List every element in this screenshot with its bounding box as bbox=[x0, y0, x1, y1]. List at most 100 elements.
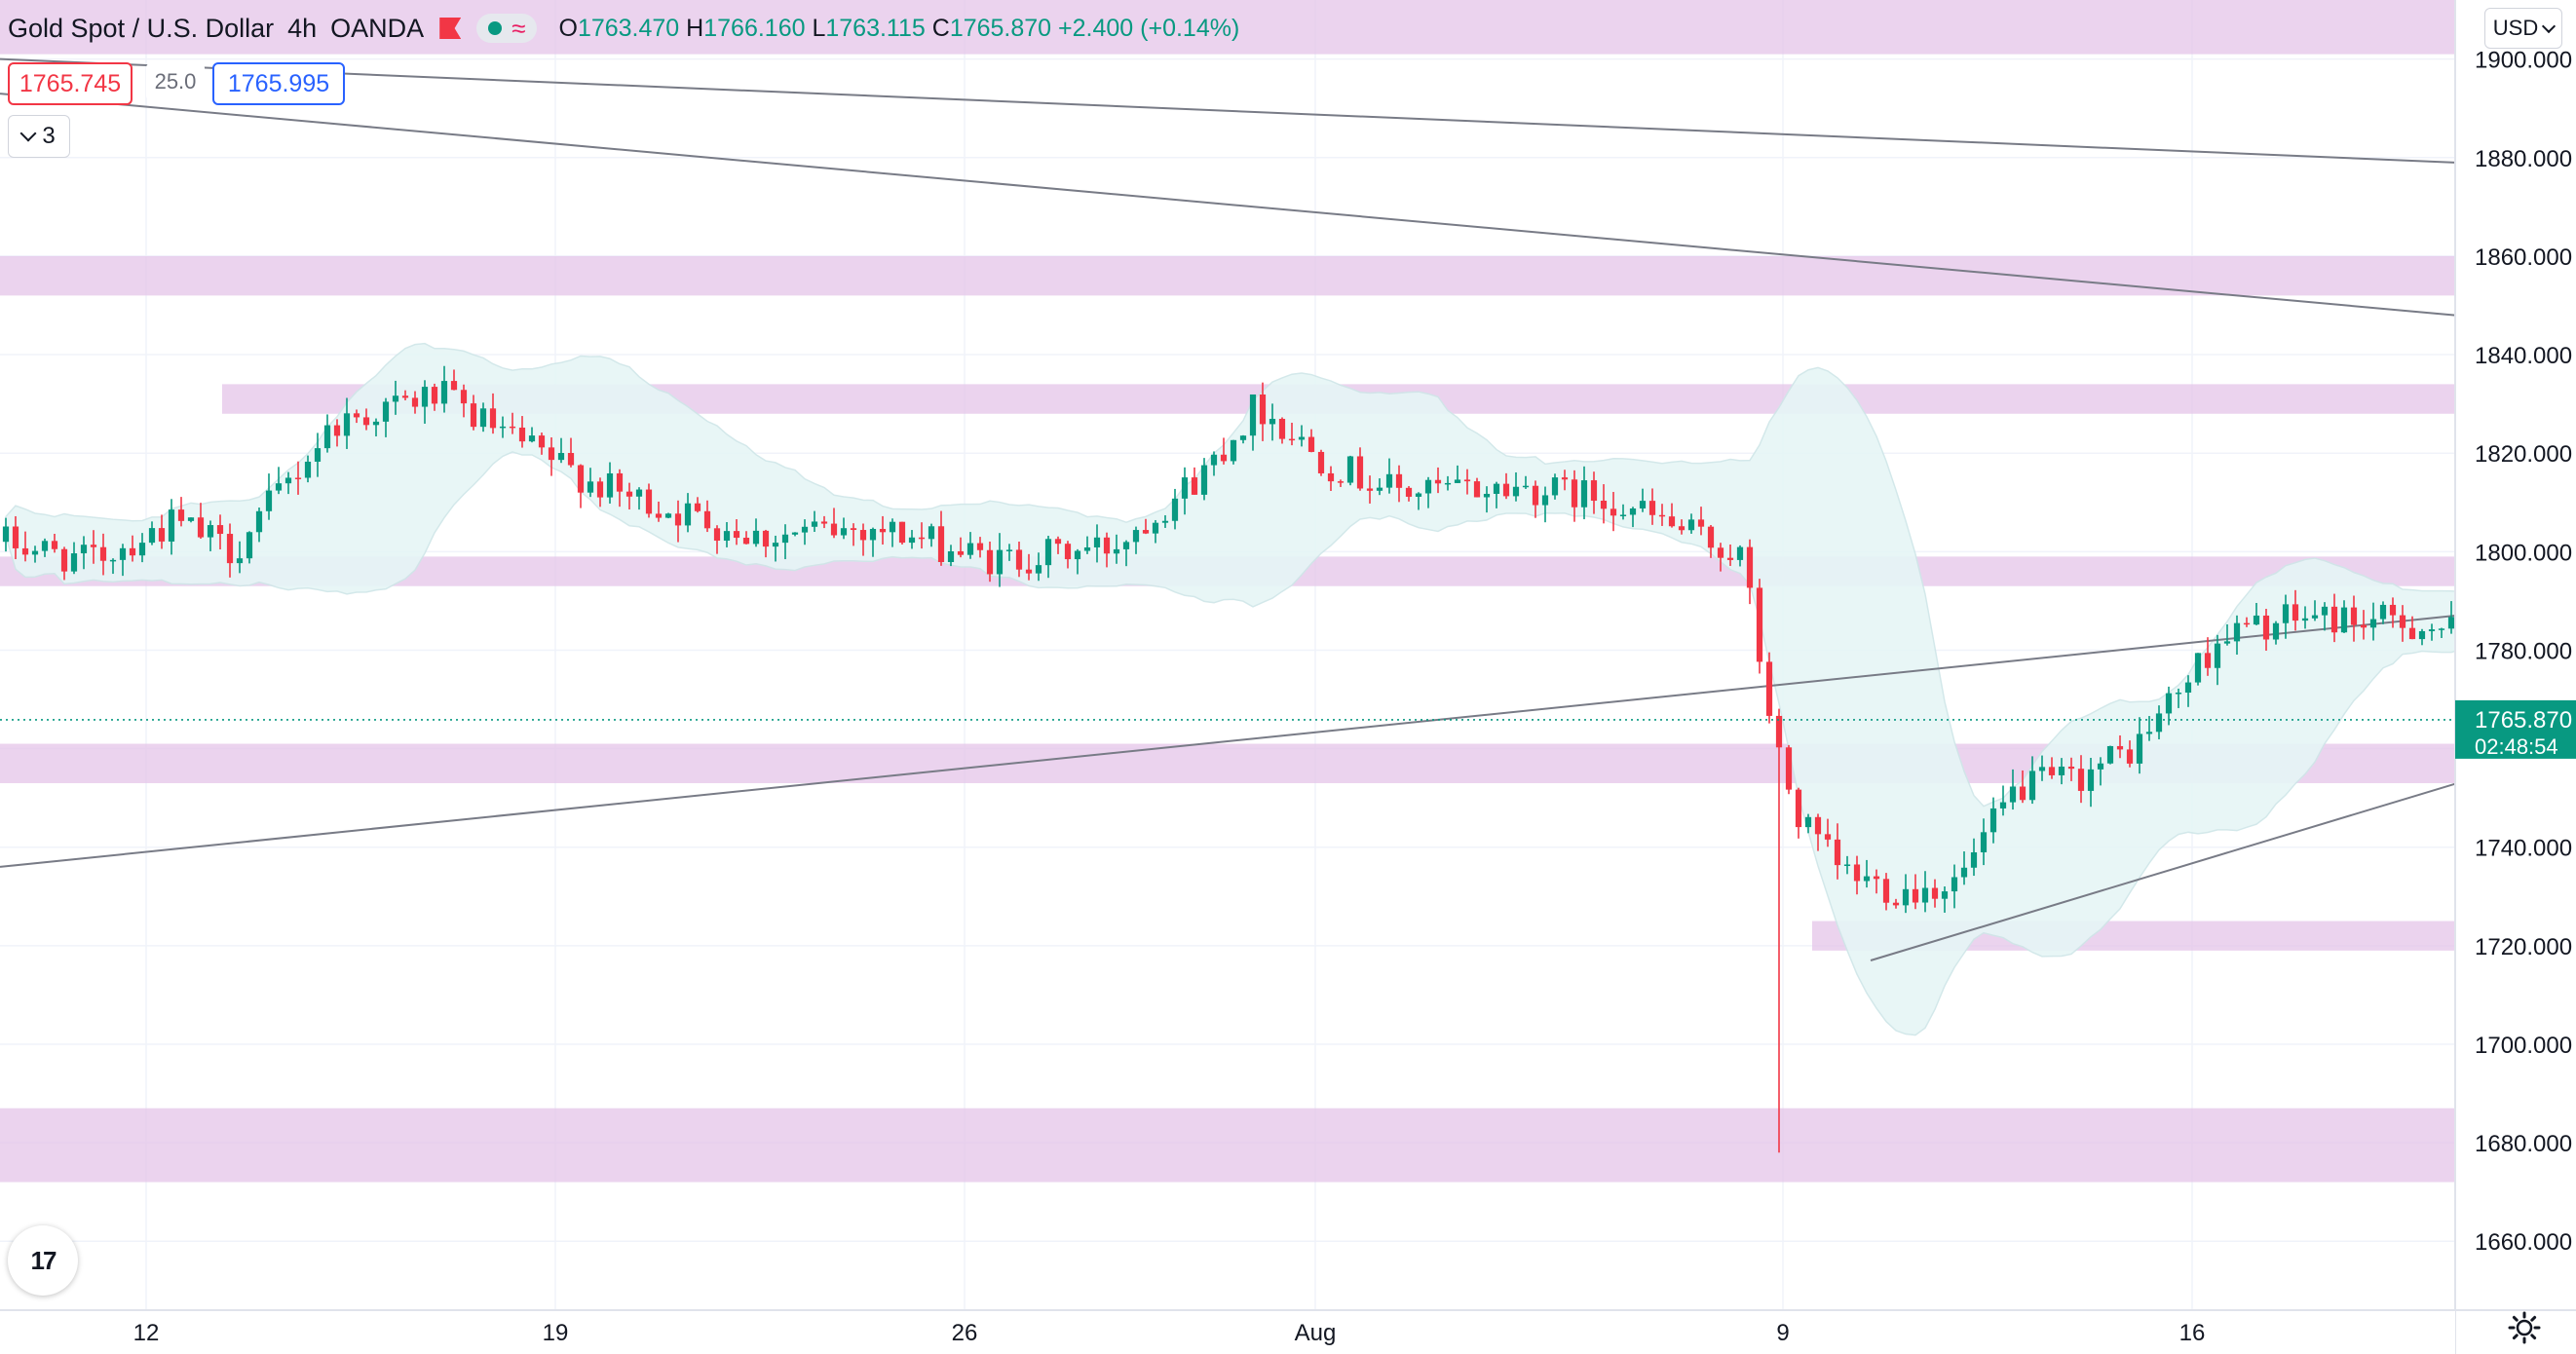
candle-body bbox=[2350, 607, 2358, 625]
candle bbox=[1191, 467, 1198, 495]
close-key: C bbox=[931, 14, 950, 42]
candle-body bbox=[2155, 713, 2163, 733]
candle-body bbox=[889, 521, 896, 533]
candle-body bbox=[2340, 607, 2348, 633]
candle-body bbox=[284, 477, 292, 484]
candle-body bbox=[1863, 876, 1871, 882]
candle-body bbox=[421, 387, 429, 407]
candle bbox=[109, 558, 117, 575]
candle-body bbox=[1269, 418, 1276, 425]
resistance-zone bbox=[0, 255, 2455, 296]
candle-body bbox=[1804, 816, 1812, 828]
candle-body bbox=[450, 381, 458, 391]
candle-body bbox=[2, 526, 10, 543]
candle bbox=[1444, 475, 1452, 491]
candle bbox=[1376, 478, 1383, 496]
candle-body bbox=[2428, 629, 2436, 631]
currency-label: USD bbox=[2492, 16, 2539, 40]
candle-body bbox=[1288, 438, 1296, 441]
candle bbox=[197, 503, 205, 539]
candle bbox=[1278, 417, 1286, 444]
symbol-title[interactable]: Gold Spot / U.S. Dollar 4h OANDA bbox=[0, 14, 424, 44]
candle-body bbox=[781, 534, 789, 544]
candle bbox=[606, 462, 614, 504]
status-dot-icon bbox=[488, 21, 503, 35]
candle-body bbox=[1230, 439, 1237, 462]
candle bbox=[177, 497, 185, 527]
candle bbox=[1999, 785, 2007, 816]
candle bbox=[2126, 740, 2134, 768]
candle bbox=[976, 537, 984, 558]
candle bbox=[1941, 886, 1949, 913]
candle bbox=[869, 527, 877, 557]
chevron-down-icon bbox=[2542, 19, 2557, 33]
candle bbox=[323, 414, 331, 453]
change-value: +2.400 (+0.14%) bbox=[1058, 14, 1240, 42]
candle-body bbox=[1171, 498, 1179, 521]
candle bbox=[421, 380, 429, 424]
candle bbox=[450, 369, 458, 391]
candle bbox=[479, 402, 487, 433]
candle bbox=[304, 455, 312, 483]
candle-body bbox=[51, 541, 58, 549]
candle bbox=[2447, 601, 2455, 634]
candle-body bbox=[752, 530, 760, 545]
collapse-indicators-button[interactable]: 3 bbox=[8, 115, 70, 158]
candle bbox=[538, 433, 546, 455]
time-tick-label: 26 bbox=[952, 1320, 978, 1346]
candle bbox=[1756, 579, 1763, 674]
candle-body bbox=[986, 549, 994, 575]
candle-body bbox=[197, 517, 205, 538]
candle-body bbox=[1834, 839, 1841, 866]
price-axis[interactable]: 1660.000 1680.000 1700.000 1720.000 1740.000… bbox=[2454, 0, 2576, 1354]
currency-selector[interactable]: USD bbox=[2484, 8, 2562, 49]
candle-body bbox=[1025, 569, 1033, 574]
candle-body bbox=[2194, 653, 2202, 683]
candle bbox=[1775, 708, 1783, 1153]
candle-body bbox=[684, 503, 692, 526]
candle-body bbox=[772, 543, 779, 547]
candle bbox=[1044, 536, 1052, 579]
flag-icon[interactable] bbox=[439, 18, 462, 39]
candle bbox=[1454, 465, 1461, 484]
candle bbox=[246, 531, 253, 564]
candle bbox=[1804, 813, 1812, 834]
candle bbox=[1746, 539, 1754, 605]
candle-body bbox=[2038, 767, 2046, 771]
candle-body bbox=[1960, 867, 1968, 878]
high-value: 1766.160 bbox=[703, 14, 806, 42]
candle-body bbox=[1376, 487, 1383, 491]
candle bbox=[2330, 593, 2338, 643]
candle bbox=[1298, 425, 1306, 447]
sell-price-button[interactable]: 1765.745 bbox=[8, 62, 133, 105]
candle bbox=[2116, 734, 2124, 759]
annotations bbox=[0, 719, 2455, 721]
candle bbox=[2155, 705, 2163, 739]
candle bbox=[859, 523, 867, 556]
candle-body bbox=[255, 510, 263, 533]
open-value: 1763.470 bbox=[577, 14, 680, 42]
buy-price-button[interactable]: 1765.995 bbox=[212, 62, 345, 105]
candle bbox=[1834, 823, 1841, 880]
gear-icon[interactable] bbox=[2508, 1311, 2541, 1344]
tradingview-logo[interactable]: 17 bbox=[8, 1225, 78, 1296]
candle bbox=[294, 461, 302, 495]
status-pill[interactable]: ≈ bbox=[476, 14, 538, 43]
candle-body bbox=[1444, 482, 1452, 485]
candle bbox=[557, 437, 565, 464]
candle-body bbox=[1142, 530, 1150, 534]
candle-body bbox=[1200, 465, 1208, 495]
candle bbox=[1307, 429, 1315, 453]
time-axis[interactable]: 121926Aug91623Sep7132027 bbox=[0, 1309, 2576, 1354]
candle bbox=[2097, 757, 2104, 786]
trend-line bbox=[0, 93, 2456, 317]
candle bbox=[1161, 514, 1169, 528]
candle bbox=[567, 437, 575, 468]
candle-body bbox=[2438, 628, 2445, 630]
candle-body bbox=[1814, 816, 1822, 835]
candle bbox=[966, 532, 974, 559]
candle-body bbox=[1366, 488, 1374, 491]
candle-body bbox=[2136, 733, 2143, 764]
candle-body bbox=[265, 490, 273, 511]
